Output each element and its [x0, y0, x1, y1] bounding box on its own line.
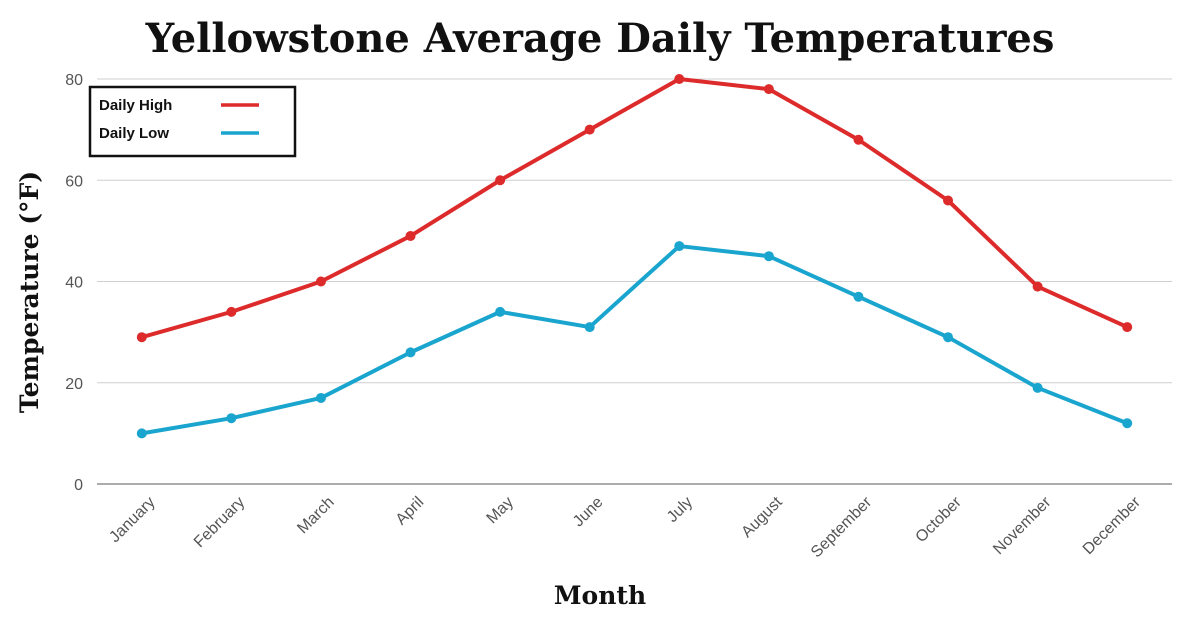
x-tick-label: January — [106, 494, 158, 546]
x-tick-label: April — [393, 494, 428, 529]
y-tick-label: 0 — [74, 477, 83, 494]
data-point-daily-high — [226, 306, 237, 317]
data-point-daily-low — [226, 413, 237, 424]
x-tick-label: June — [570, 494, 607, 531]
data-point-daily-low — [853, 291, 864, 302]
x-tick-label: October — [913, 493, 966, 546]
data-point-daily-low — [674, 241, 685, 252]
data-point-daily-low — [136, 428, 147, 439]
data-point-daily-low — [1032, 382, 1043, 393]
chart-title: Yellowstone Average Daily Temperatures — [145, 15, 1055, 62]
data-point-daily-high — [495, 175, 506, 186]
y-axis-ticks: 0 20 40 60 80 — [65, 72, 83, 494]
y-axis-title: Temperature (°F) — [15, 171, 44, 413]
x-tick-label: March — [294, 494, 337, 537]
data-point-daily-low — [584, 322, 595, 333]
data-point-daily-low — [315, 392, 326, 403]
x-axis-ticks: January February March April May June July Augu… — [106, 493, 1144, 561]
legend-label-daily-high: Daily High — [99, 97, 172, 114]
data-point-daily-high — [853, 134, 864, 145]
y-tick-label: 40 — [65, 275, 83, 292]
x-tick-label: August — [738, 493, 786, 541]
data-point-daily-high — [315, 276, 326, 287]
data-point-daily-high — [584, 124, 595, 135]
legend: Daily High Daily Low — [88, 85, 297, 158]
data-point-daily-high — [405, 230, 416, 241]
data-point-daily-low — [405, 347, 416, 358]
legend-box — [88, 85, 297, 158]
y-tick-label: 60 — [65, 173, 83, 190]
series-line-daily-low — [139, 244, 1130, 436]
data-point-daily-low — [763, 251, 774, 262]
data-point-daily-high — [1122, 322, 1133, 333]
x-tick-label: February — [191, 494, 248, 551]
gridlines — [97, 78, 1172, 485]
data-point-daily-high — [1032, 281, 1043, 292]
data-point-daily-low — [943, 332, 954, 343]
data-point-daily-low — [495, 306, 506, 317]
x-tick-label: November — [990, 493, 1055, 558]
series-layer — [136, 74, 1133, 439]
data-point-daily-high — [943, 195, 954, 206]
x-axis-title: Month — [554, 581, 646, 610]
x-tick-label: July — [664, 494, 696, 526]
series-line-daily-high — [139, 77, 1130, 340]
data-point-daily-high — [763, 84, 774, 95]
data-point-daily-high — [136, 332, 147, 343]
x-tick-label: May — [484, 494, 517, 527]
data-point-daily-high — [674, 74, 685, 84]
x-tick-label: December — [1080, 493, 1145, 558]
y-tick-label: 80 — [65, 72, 83, 89]
y-tick-label: 20 — [65, 376, 83, 393]
x-tick-label: September — [808, 493, 876, 561]
data-point-daily-low — [1122, 418, 1133, 429]
legend-label-daily-low: Daily Low — [99, 125, 169, 142]
